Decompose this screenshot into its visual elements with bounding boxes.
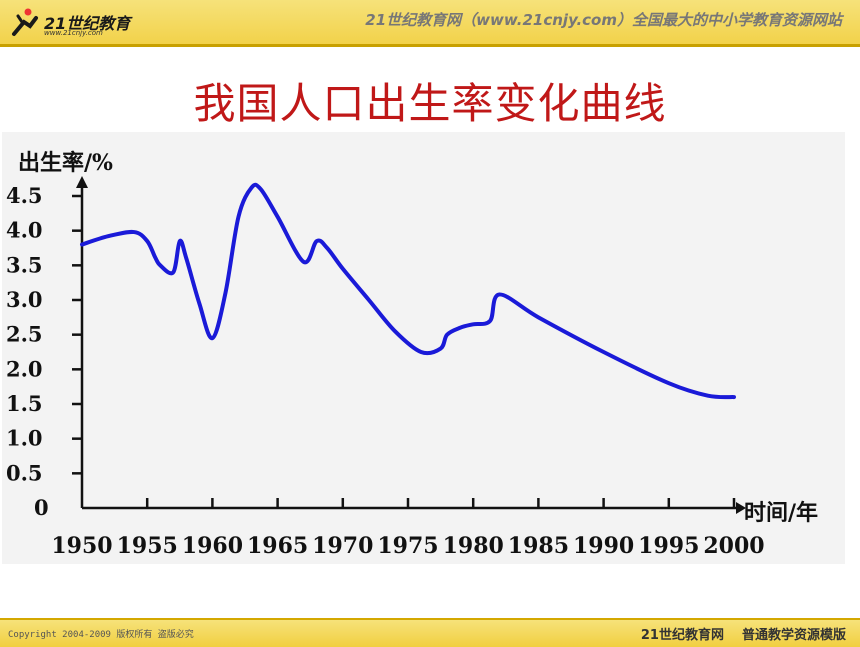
- y-tick-label: 1.5: [6, 391, 43, 416]
- x-tick-label: 1960: [182, 533, 243, 559]
- x-tick-label: 1950: [51, 533, 112, 559]
- x-tick-label: 1980: [443, 533, 504, 559]
- x-tick-label: 1975: [377, 533, 438, 559]
- x-tick-label: 1965: [247, 533, 308, 559]
- y-tick-label: 3.5: [6, 252, 43, 277]
- y-tick-label: 2.5: [6, 322, 43, 347]
- x-tick-label: 1985: [508, 533, 569, 559]
- x-tick-label: 1995: [638, 533, 699, 559]
- x-tick-label: 1970: [312, 533, 373, 559]
- series-line: [80, 182, 736, 400]
- runner-logo-icon: [12, 8, 38, 36]
- logo-url: www.21cnjy.com: [44, 29, 103, 37]
- y-tick-label: 4.5: [6, 183, 43, 208]
- header-bar: 21世纪教育 www.21cnjy.com 21世纪教育网（www.21cnjy…: [0, 0, 860, 44]
- footer-brand: 21世纪教育网 普通教学资源模版: [641, 624, 846, 643]
- x-tick-label: 2000: [703, 533, 764, 559]
- logo-text: 21世纪教育: [44, 14, 131, 33]
- slide-title: 我国人口出生率变化曲线: [193, 79, 667, 128]
- x-tick-label: 1955: [117, 533, 178, 559]
- copyright-text: Copyright 2004-2009 版权所有 盗版必究: [8, 630, 194, 640]
- y-tick-label: 0.5: [6, 460, 43, 485]
- x-axis-arrow: [736, 502, 746, 514]
- site-logo[interactable]: 21世纪教育 www.21cnjy.com: [8, 6, 158, 40]
- y-axis-arrow: [76, 176, 88, 188]
- footer-brand-name[interactable]: 21世纪教育网: [640, 628, 724, 643]
- site-tagline[interactable]: 21世纪教育网（www.21cnjy.com）全国最大的中小学教育资源网站: [365, 11, 842, 29]
- y-axis-label: 出生率/%: [18, 150, 113, 176]
- y-tick-label: 3.0: [6, 287, 43, 312]
- y-tick-label: 1.0: [6, 426, 43, 451]
- footer-bar: Copyright 2004-2009 版权所有 盗版必究 21世纪教育网 普通教…: [0, 618, 860, 647]
- x-tick-label: 1990: [573, 533, 634, 559]
- header-divider: [0, 44, 860, 47]
- chart-background: [2, 132, 845, 564]
- x-axis-label: 时间/年: [744, 500, 818, 526]
- y-tick-label: 0: [34, 495, 49, 520]
- y-tick-label: 2.0: [6, 356, 43, 381]
- y-tick-label: 4.0: [6, 218, 43, 243]
- footer-template-name: 普通教学资源模版: [741, 628, 846, 643]
